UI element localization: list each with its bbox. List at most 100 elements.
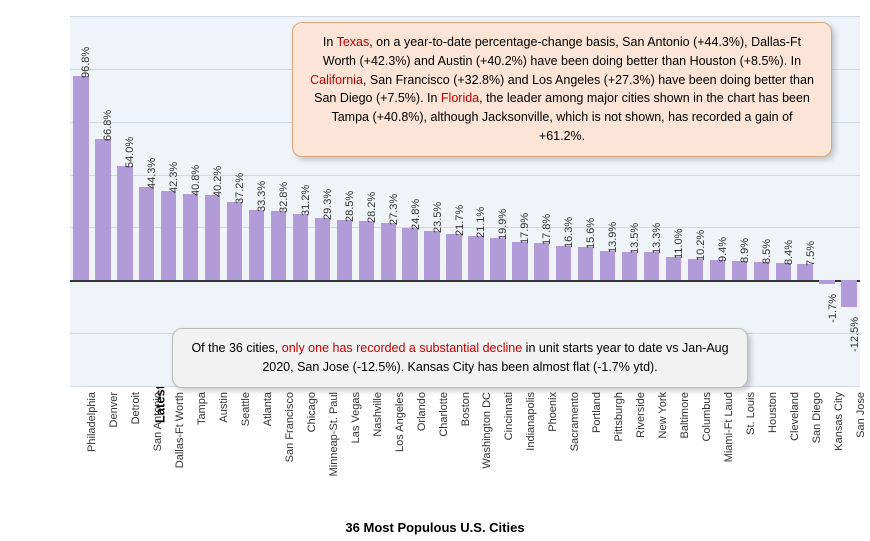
x-tick-label: Tampa — [196, 392, 208, 425]
bar-value-label: 17.9% — [519, 213, 531, 244]
bar-value-label: 66.8% — [102, 110, 114, 141]
x-tick-label: Atlanta — [262, 392, 274, 426]
x-tick-label: Minneap-St. Paul — [328, 392, 340, 476]
callout-top: In Texas, on a year-to-date percentage-c… — [292, 22, 832, 157]
x-tick-label: Nashville — [372, 392, 384, 437]
x-tick-label: Austin — [218, 392, 230, 423]
x-tick-label: Las Vegas — [350, 392, 362, 443]
bar-value-label: 17.8% — [541, 213, 553, 244]
x-tick-label: Kansas City — [833, 392, 845, 451]
bar — [95, 139, 110, 280]
bar — [688, 259, 703, 281]
x-tick-label: Columbus — [701, 392, 713, 442]
bar — [337, 220, 352, 280]
bar — [600, 251, 615, 280]
bar-value-label: 40.8% — [190, 165, 202, 196]
bar-value-label: 23.5% — [432, 201, 444, 232]
bar-value-label: 33.3% — [256, 181, 268, 212]
bar — [271, 211, 286, 280]
bar-value-label: 96.8% — [80, 46, 92, 77]
x-tick-label: Phoenix — [547, 392, 559, 432]
bar — [622, 252, 637, 281]
x-tick-label: Pittsburgh — [613, 392, 625, 442]
bar-value-label: 13.3% — [651, 223, 663, 254]
gridline — [70, 16, 860, 17]
bar-value-label: 37.2% — [234, 172, 246, 203]
bar-value-label: 8.4% — [783, 239, 795, 264]
bar — [446, 234, 461, 280]
bar-value-label: 13.5% — [629, 223, 641, 254]
x-tick-label: San Jose — [855, 392, 867, 438]
bar-value-label: 54.0% — [124, 137, 136, 168]
x-tick-label: Miami-Ft Laud — [723, 392, 735, 462]
bar — [402, 228, 417, 280]
bar — [512, 242, 527, 280]
bar — [139, 187, 154, 281]
bar — [73, 76, 88, 281]
bar — [205, 195, 220, 280]
bar — [841, 280, 856, 306]
bar-value-label: -12.5% — [849, 317, 861, 352]
y-tick-label: 100% — [0, 62, 62, 76]
y-tick-label: 75% — [0, 115, 62, 129]
x-tick-label: Chicago — [306, 392, 318, 432]
bar — [359, 221, 374, 281]
bar — [534, 243, 549, 281]
x-tick-label: San Francisco — [284, 392, 296, 462]
bar — [468, 236, 483, 281]
bar — [732, 261, 747, 280]
bar — [293, 214, 308, 280]
bar — [117, 166, 132, 280]
x-tick-label: Boston — [460, 392, 472, 426]
x-tick-label: Dallas-Ft Worth — [174, 392, 186, 468]
x-tick-label: St. Louis — [745, 392, 757, 435]
bar-value-label: 15.6% — [585, 218, 597, 249]
x-tick-label: San Antonio — [152, 392, 164, 451]
x-tick-label: Washington DC — [481, 392, 493, 469]
x-tick-label: Indianapolis — [525, 392, 537, 451]
bar-value-label: 21.1% — [475, 206, 487, 237]
bar — [710, 260, 725, 280]
bar — [556, 246, 571, 280]
bar-value-label: 32.8% — [278, 182, 290, 213]
x-tick-label: Cleveland — [789, 392, 801, 441]
y-tick-label: -50% — [0, 379, 62, 393]
zero-line — [70, 280, 860, 282]
highlight-text: California — [310, 73, 363, 87]
bar — [249, 210, 264, 280]
bar — [161, 191, 176, 280]
bar-value-label: 19.9% — [497, 209, 509, 240]
bar-value-label: 28.5% — [344, 191, 356, 222]
bar — [227, 202, 242, 281]
highlight-text: Texas — [337, 35, 370, 49]
bar — [819, 280, 834, 284]
x-tick-label: Houston — [767, 392, 779, 433]
bar-value-label: 21.7% — [454, 205, 466, 236]
x-tick-label: San Diego — [811, 392, 823, 443]
bar — [797, 264, 812, 280]
bar — [578, 247, 593, 280]
bar-value-label: 24.8% — [410, 199, 422, 230]
bar-value-label: 31.2% — [300, 185, 312, 216]
bar-value-label: 29.3% — [322, 189, 334, 220]
bar — [381, 223, 396, 281]
bar-value-label: 44.3% — [146, 157, 158, 188]
x-tick-label: Charlotte — [438, 392, 450, 437]
y-tick-label: 0% — [0, 273, 62, 287]
bar-value-label: 28.2% — [366, 191, 378, 222]
bar-value-label: 40.2% — [212, 166, 224, 197]
x-tick-label: Philadelphia — [86, 392, 98, 452]
x-tick-label: Riverside — [635, 392, 647, 438]
bar-value-label: -1.7% — [827, 294, 839, 323]
y-tick-label: 125% — [0, 9, 62, 23]
y-tick-label: 50% — [0, 168, 62, 182]
callout-text: In — [323, 35, 337, 49]
x-tick-label: Cincinnati — [503, 392, 515, 440]
highlight-text: Florida — [441, 91, 479, 105]
bar — [666, 257, 681, 280]
x-axis-title: 36 Most Populous U.S. Cities — [345, 520, 524, 535]
callout-text: , on a year-to-date percentage-change ba… — [323, 35, 801, 68]
bar-value-label: 9.4% — [717, 237, 729, 262]
x-tick-label: New York — [657, 392, 669, 438]
x-tick-label: Orlando — [416, 392, 428, 431]
